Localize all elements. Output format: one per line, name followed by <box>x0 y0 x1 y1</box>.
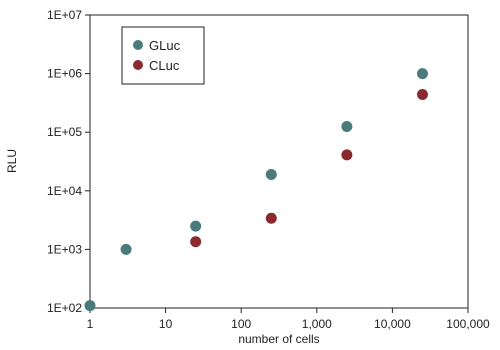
x-tick-label: 1,000 <box>302 317 332 331</box>
gluc-point <box>416 68 428 80</box>
x-tick-label: 10 <box>159 317 173 331</box>
y-axis-label: RLU <box>5 149 19 173</box>
x-tick-label: 100 <box>231 317 251 331</box>
gluc-point <box>265 168 277 180</box>
y-tick-label: 1E+04 <box>47 184 82 198</box>
x-tick-label: 100,000 <box>446 317 490 331</box>
y-tick-label: 1E+03 <box>47 242 82 256</box>
legend: GLuc CLuc <box>121 26 205 85</box>
y-axis: 1E+02 1E+03 1E+04 1E+05 1E+06 1E+07 <box>47 8 90 315</box>
y-tick-label: 1E+06 <box>47 67 82 81</box>
data-points <box>84 68 428 312</box>
plot-frame <box>89 14 469 309</box>
gluc-legend-marker <box>133 40 143 50</box>
x-axis: 1 10 100 1,000 10,000 100,000 <box>87 308 490 331</box>
gluc-point <box>190 220 202 232</box>
cluc-point <box>265 212 277 224</box>
legend-label: CLuc <box>149 58 180 73</box>
gluc-point <box>84 300 96 312</box>
y-tick-label: 1E+02 <box>47 301 82 315</box>
x-axis-label: number of cells <box>238 332 319 346</box>
x-tick-label: 1 <box>87 317 94 331</box>
gluc-point <box>341 121 353 133</box>
y-tick-label: 1E+07 <box>47 8 82 22</box>
gluc-point <box>120 243 132 255</box>
cluc-point <box>190 236 202 248</box>
legend-label: GLuc <box>149 38 181 53</box>
cluc-point <box>341 149 353 161</box>
x-tick-label: 10,000 <box>374 317 411 331</box>
y-tick-label: 1E+05 <box>47 125 82 139</box>
legend-box <box>121 26 205 85</box>
cluc-legend-marker <box>133 60 143 70</box>
cluc-point <box>416 88 428 100</box>
